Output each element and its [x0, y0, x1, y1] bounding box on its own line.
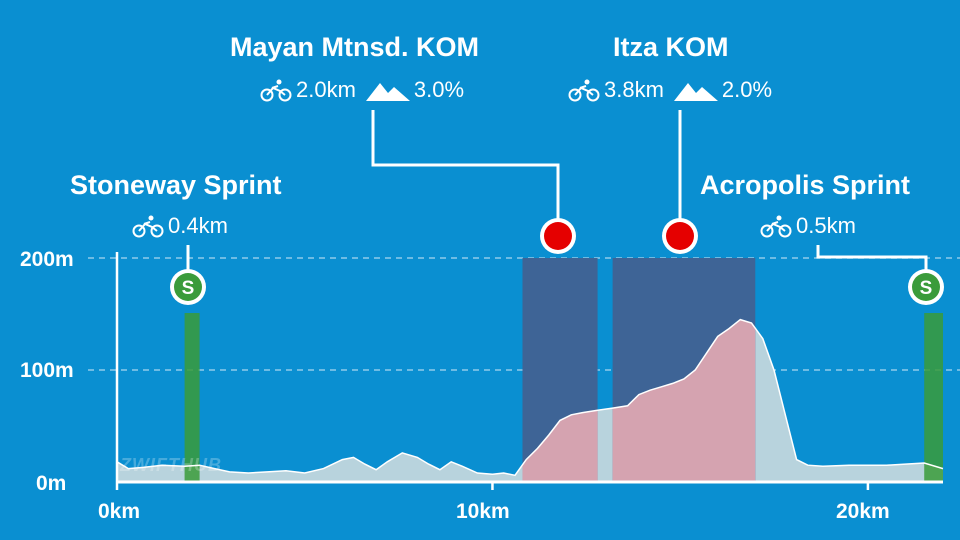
- segment-title-itza-kom: Itza KOM: [613, 32, 729, 62]
- y-tick-label-200: 200m: [20, 248, 74, 271]
- x-tick-label-10: 10km: [456, 500, 510, 523]
- kom-marker-1: [544, 222, 572, 250]
- bicycle-icon: [760, 215, 792, 238]
- segment-stats-acropolis-sprint: 0.5km: [760, 213, 856, 239]
- kom-marker-2: [666, 222, 694, 250]
- segment-distance: 2.0km: [296, 77, 356, 102]
- segment-distance: 0.4km: [168, 213, 228, 238]
- bicycle-icon: [132, 215, 164, 238]
- bicycle-icon: [260, 79, 292, 102]
- sprint-band-3: [924, 313, 943, 482]
- segment-stats-mayan-kom: 2.0km 3.0%: [260, 77, 464, 103]
- leader-acropolis-sprint: [816, 245, 928, 270]
- bicycle-icon: [568, 79, 600, 102]
- elevation-line: [116, 318, 944, 477]
- x-tick-label-20: 20km: [836, 500, 890, 523]
- segment-stats-itza-kom: 3.8km 2.0%: [568, 77, 772, 103]
- mountain-icon: [673, 83, 718, 101]
- sprint-marker-0: [174, 273, 202, 301]
- segment-title-stoneway-sprint: Stoneway Sprint: [70, 170, 282, 200]
- segment-distance: 3.8km: [604, 77, 664, 102]
- y-tick-label-0: 0m: [36, 472, 67, 495]
- sprint-badge-label-0: S: [182, 278, 195, 299]
- y-tick-label-100: 100m: [20, 359, 74, 382]
- segment-gradient: 2.0%: [721, 77, 773, 102]
- sprint-badge-label-3: S: [920, 278, 933, 299]
- segment-distance: 0.5km: [796, 213, 856, 238]
- segment-stats-stoneway-sprint: 0.4km: [132, 213, 228, 239]
- sprint-marker-3: [912, 273, 940, 301]
- leader-mayan-kom: [371, 110, 560, 220]
- segment-title-mayan-kom: Mayan Mtnsd. KOM: [230, 32, 480, 62]
- brand-watermark: ZWIFTHUB: [120, 455, 222, 475]
- x-tick-label-0: 0km: [98, 500, 141, 523]
- mountain-icon: [365, 83, 410, 101]
- segment-gradient: 3.0%: [413, 77, 465, 102]
- sprint-band-0: [184, 313, 200, 482]
- segment-title-acropolis-sprint: Acropolis Sprint: [700, 170, 911, 200]
